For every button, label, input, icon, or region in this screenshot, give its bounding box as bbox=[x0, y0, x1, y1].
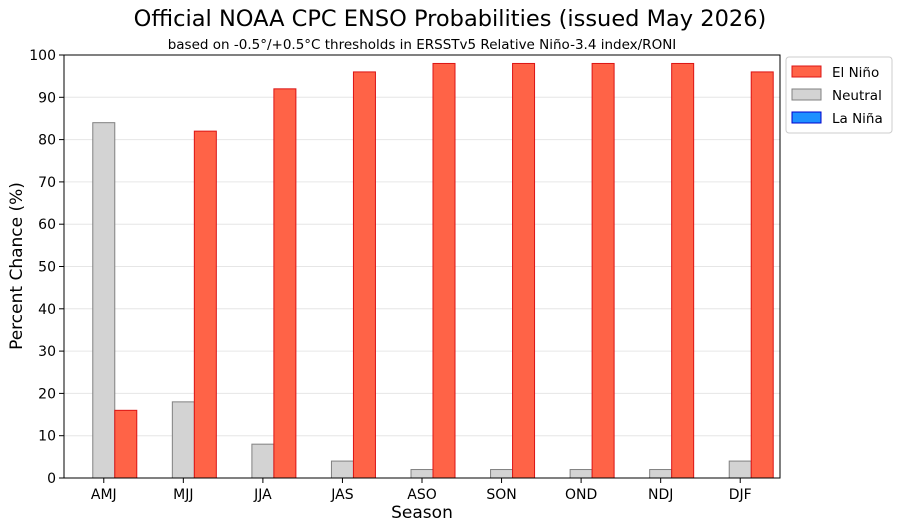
bar-neutral-jja bbox=[251, 443, 275, 479]
y-tick-label: 70 bbox=[38, 175, 56, 191]
x-tick-label: MJJ bbox=[173, 487, 193, 503]
bar-neutral-ndj bbox=[649, 469, 673, 479]
x-tick-label: JJA bbox=[253, 487, 272, 503]
x-axis-label: Season bbox=[391, 503, 453, 523]
y-tick-label: 50 bbox=[38, 260, 56, 276]
y-tick-label: 80 bbox=[38, 133, 56, 149]
bar-neutral-jas bbox=[330, 460, 354, 479]
legend-label: El Niño bbox=[832, 65, 879, 81]
bar-el-ni-o-aso bbox=[432, 62, 456, 479]
x-tick-label: SON bbox=[486, 487, 516, 503]
bar-el-ni-o-ndj bbox=[671, 62, 695, 479]
x-tick-label: OND bbox=[565, 487, 597, 503]
y-tick-label: 100 bbox=[29, 48, 56, 64]
bar-el-ni-o-jas bbox=[352, 71, 376, 479]
bar-el-ni-o-son bbox=[512, 62, 536, 479]
x-axis-ticks: AMJ MJJ JJA JAS ASO SON OND NDJ DJF bbox=[91, 478, 752, 503]
bar-el-ni-o-ond bbox=[591, 62, 615, 479]
chart-subtitle: based on -0.5°/+0.5°C thresholds in ERSS… bbox=[168, 37, 677, 53]
bar-neutral-djf bbox=[728, 460, 752, 479]
legend-swatch bbox=[791, 111, 822, 124]
y-tick-label: 0 bbox=[47, 471, 56, 487]
bar-el-ni-o-amj bbox=[114, 409, 138, 479]
y-tick-label: 60 bbox=[38, 217, 56, 233]
x-tick-label: JAS bbox=[330, 487, 353, 503]
bar-el-ni-o-jja bbox=[273, 88, 297, 479]
y-tick-label: 40 bbox=[38, 302, 56, 318]
gridlines bbox=[64, 96, 780, 437]
legend-swatch bbox=[791, 88, 822, 101]
y-tick-label: 90 bbox=[38, 90, 56, 106]
bar-neutral-son bbox=[490, 469, 514, 479]
bar-neutral-amj bbox=[92, 122, 116, 479]
x-tick-label: NDJ bbox=[648, 487, 673, 503]
legend-swatch bbox=[791, 65, 822, 78]
bar-neutral-aso bbox=[410, 469, 434, 479]
x-tick-label: AMJ bbox=[91, 487, 117, 503]
bar-neutral-mjj bbox=[171, 401, 195, 479]
x-tick-label: ASO bbox=[407, 487, 436, 503]
chart-title: Official NOAA CPC ENSO Probabilities (is… bbox=[134, 6, 767, 32]
legend: El Niño Neutral La Niña bbox=[785, 56, 893, 134]
y-tick-label: 30 bbox=[38, 344, 56, 360]
bar-el-ni-o-djf bbox=[750, 71, 774, 479]
bar-el-ni-o-mjj bbox=[193, 130, 217, 479]
bars bbox=[92, 62, 774, 479]
y-tick-label: 20 bbox=[38, 386, 56, 402]
y-axis-label: Percent Chance (%) bbox=[7, 182, 27, 350]
y-axis-ticks: 0 10 20 30 40 50 60 70 80 90 100 bbox=[29, 48, 64, 487]
legend-label: Neutral bbox=[832, 88, 882, 104]
legend-label: La Niña bbox=[832, 111, 883, 127]
x-tick-label: DJF bbox=[729, 487, 752, 503]
y-tick-label: 10 bbox=[38, 429, 56, 445]
bar-neutral-ond bbox=[569, 469, 593, 479]
